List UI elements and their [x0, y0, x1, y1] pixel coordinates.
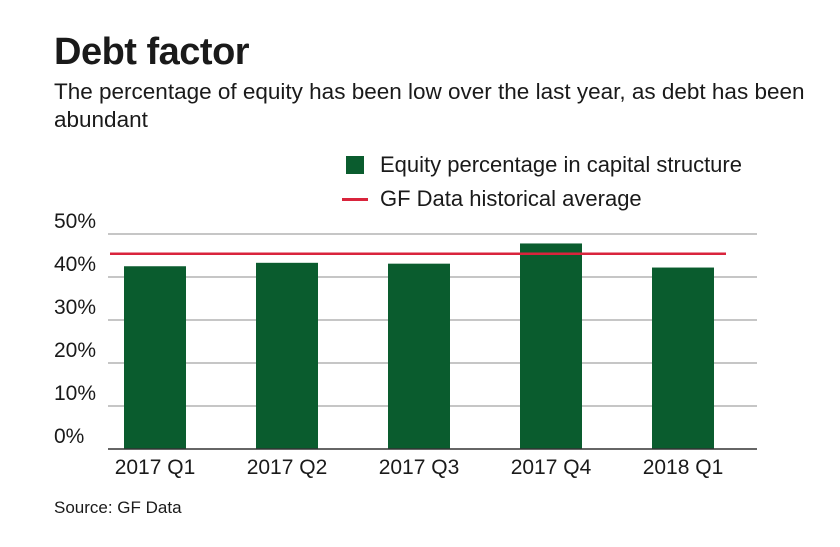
legend: Equity percentage in capital structure G…: [338, 148, 742, 216]
y-tick-label-30: 30%: [54, 296, 96, 319]
y-tick-label-20: 20%: [54, 339, 96, 362]
bar-2017-q4: [520, 243, 582, 449]
bar-2018-q1: [652, 267, 714, 449]
y-tick-label-10: 10%: [54, 382, 96, 405]
bar-2017-q1: [124, 266, 186, 449]
legend-item-equity: Equity percentage in capital structure: [338, 148, 742, 182]
legend-line-average: [342, 197, 368, 201]
x-tick-label-2017-q3: 2017 Q3: [379, 456, 460, 479]
bar-2017-q2: [256, 262, 318, 449]
source-note: Source: GF Data: [54, 498, 182, 517]
legend-swatch-equity: [346, 156, 364, 174]
y-tick-label-50: 50%: [54, 210, 96, 233]
y-tick-label-0: 0%: [54, 425, 84, 448]
x-tick-label-2018-q1: 2018 Q1: [643, 456, 724, 479]
legend-item-average: GF Data historical average: [338, 182, 742, 216]
bars: [124, 243, 714, 449]
chart-title: Debt factor: [54, 31, 250, 73]
x-tick-label-2017-q4: 2017 Q4: [511, 456, 592, 479]
x-tick-label-2017-q2: 2017 Q2: [247, 456, 328, 479]
y-tick-label-40: 40%: [54, 253, 96, 276]
axes: 0% 10% 20% 30% 40% 50% 2017 Q1 2017 Q2 2017 Q3 20…: [54, 210, 757, 479]
x-tick-label-2017-q1: 2017 Q1: [115, 456, 196, 479]
legend-label-equity: Equity percentage in capital structure: [380, 152, 742, 177]
legend-label-average: GF Data historical average: [380, 186, 642, 211]
chart-subtitle: The percentage of equity has been low ov…: [54, 79, 805, 132]
bar-2017-q3: [388, 263, 450, 449]
